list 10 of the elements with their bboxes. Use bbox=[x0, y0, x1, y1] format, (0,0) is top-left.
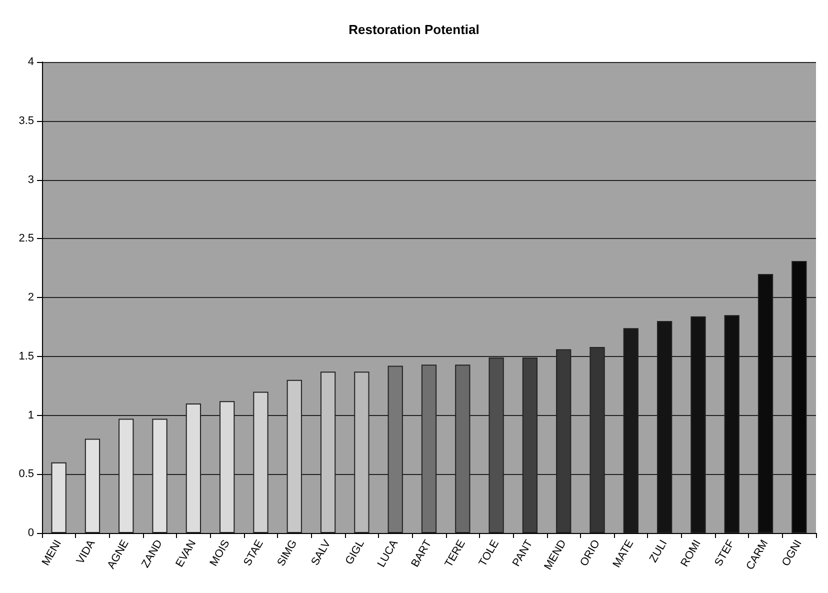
y-tick-label: 3 bbox=[28, 174, 34, 186]
y-tick-label: 0 bbox=[28, 527, 34, 539]
y-tick-label: 2.5 bbox=[18, 232, 34, 245]
y-tick-label: 1 bbox=[28, 409, 34, 422]
y-tick-label: 1.5 bbox=[18, 350, 34, 362]
y-tick-label: 0.5 bbox=[18, 468, 34, 480]
y-tick-label: 2 bbox=[28, 292, 34, 304]
chart-title: Restoration Potential bbox=[348, 22, 480, 37]
y-tick-label: 4 bbox=[28, 56, 34, 68]
y-tick-label: 3.5 bbox=[18, 114, 34, 127]
